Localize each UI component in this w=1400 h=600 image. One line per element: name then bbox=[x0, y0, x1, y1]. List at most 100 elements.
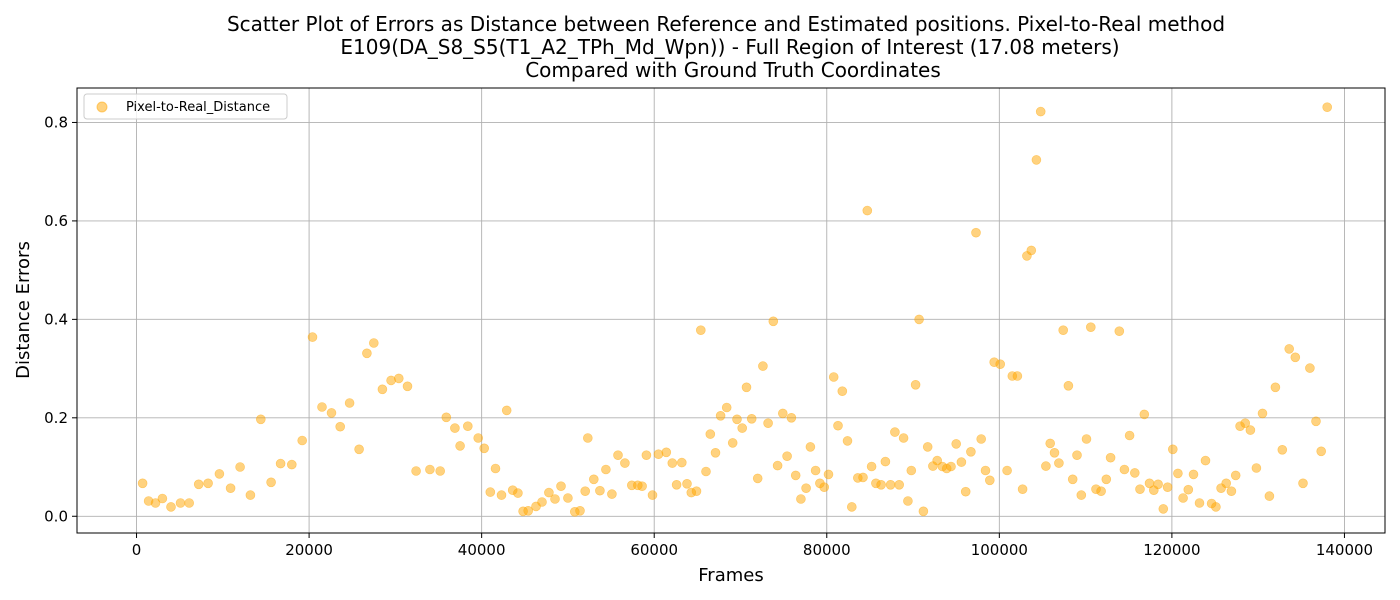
data-point bbox=[691, 486, 702, 497]
data-point bbox=[885, 479, 896, 490]
data-point bbox=[402, 381, 413, 392]
data-point bbox=[175, 498, 186, 508]
data-point bbox=[1316, 446, 1326, 457]
data-point bbox=[667, 458, 678, 468]
data-point bbox=[620, 458, 630, 468]
plot-area-frame bbox=[76, 87, 1386, 534]
data-point bbox=[918, 506, 929, 517]
data-point bbox=[556, 481, 566, 492]
data-point bbox=[903, 496, 913, 506]
data-point bbox=[1284, 344, 1294, 354]
data-point bbox=[245, 490, 256, 500]
data-point bbox=[746, 413, 757, 424]
data-point bbox=[701, 466, 711, 477]
data-point bbox=[550, 494, 560, 504]
x-tick-label: 0 bbox=[132, 541, 142, 559]
data-point bbox=[214, 469, 225, 479]
data-point bbox=[796, 494, 806, 504]
data-point bbox=[710, 447, 721, 458]
data-point bbox=[880, 456, 891, 467]
data-point bbox=[455, 441, 465, 451]
y-tick-label: 0.0 bbox=[44, 507, 68, 525]
data-point bbox=[819, 482, 830, 493]
x-tick-label: 140000 bbox=[1316, 541, 1373, 559]
data-point bbox=[828, 372, 839, 382]
data-point bbox=[479, 443, 490, 454]
x-axis-label: Frames bbox=[698, 565, 763, 586]
data-point bbox=[1257, 408, 1268, 419]
data-point bbox=[833, 420, 843, 431]
data-point bbox=[995, 359, 1006, 370]
data-point bbox=[846, 502, 857, 512]
data-point bbox=[1081, 434, 1092, 444]
y-tick-label: 0.2 bbox=[44, 409, 68, 427]
data-point bbox=[741, 382, 752, 393]
data-point bbox=[906, 465, 917, 476]
legend-label: Pixel-to-Real_Distance bbox=[126, 100, 270, 115]
data-point bbox=[255, 414, 266, 425]
data-point bbox=[1035, 106, 1046, 117]
data-point bbox=[1076, 490, 1087, 500]
data-point bbox=[1130, 468, 1140, 478]
data-point bbox=[307, 332, 318, 342]
data-point bbox=[513, 488, 523, 498]
data-point bbox=[1063, 380, 1074, 391]
data-point bbox=[922, 442, 933, 452]
data-point bbox=[166, 502, 176, 512]
data-point bbox=[1240, 418, 1250, 429]
data-point bbox=[647, 490, 658, 500]
data-point bbox=[377, 384, 388, 395]
data-point bbox=[737, 423, 748, 433]
x-tick-label: 60000 bbox=[630, 541, 678, 559]
data-point bbox=[441, 412, 452, 423]
title-line-3: Compared with Ground Truth Coordinates bbox=[525, 58, 941, 82]
data-point bbox=[462, 421, 473, 432]
data-point bbox=[1251, 463, 1262, 473]
data-point bbox=[1119, 464, 1130, 475]
data-point bbox=[297, 435, 308, 446]
data-point bbox=[607, 489, 617, 499]
data-point bbox=[810, 465, 821, 476]
data-point bbox=[613, 450, 623, 461]
data-point bbox=[275, 458, 286, 469]
data-point bbox=[137, 478, 148, 489]
data-point bbox=[1226, 486, 1237, 497]
data-point bbox=[193, 479, 204, 490]
data-point bbox=[1194, 498, 1205, 508]
data-point bbox=[425, 464, 435, 475]
x-tick-label: 20000 bbox=[285, 541, 333, 559]
data-point bbox=[1041, 461, 1051, 471]
data-point bbox=[768, 316, 779, 327]
data-point bbox=[326, 408, 337, 418]
data-point bbox=[653, 449, 664, 460]
data-point bbox=[501, 405, 512, 416]
data-point bbox=[715, 410, 726, 421]
data-point bbox=[1049, 447, 1060, 458]
data-point bbox=[951, 439, 962, 449]
data-point bbox=[1096, 486, 1106, 497]
data-point bbox=[705, 429, 716, 439]
data-point bbox=[1290, 352, 1301, 363]
data-point bbox=[496, 490, 507, 500]
data-point bbox=[752, 473, 763, 484]
data-point bbox=[772, 460, 783, 471]
data-point bbox=[344, 398, 355, 408]
legend: Pixel-to-Real_Distance bbox=[83, 93, 288, 120]
data-point bbox=[984, 475, 995, 486]
data-point bbox=[966, 446, 976, 457]
data-point bbox=[695, 325, 706, 336]
data-point bbox=[786, 412, 797, 423]
y-axis-ticks: 0.0 0.2 0.4 0.6 0.8 bbox=[44, 113, 77, 525]
data-point bbox=[473, 433, 484, 443]
data-point bbox=[1045, 438, 1055, 449]
data-point bbox=[777, 408, 788, 419]
data-point bbox=[157, 493, 168, 504]
data-point bbox=[235, 462, 245, 472]
data-point bbox=[1200, 455, 1211, 466]
title-line-2: E109(DA_S8_S5(T1_A2_TPh_Md_Wpn)) - Full … bbox=[340, 35, 1119, 59]
data-point bbox=[956, 457, 967, 467]
data-point bbox=[1067, 474, 1078, 485]
data-point bbox=[914, 314, 924, 325]
data-point bbox=[362, 348, 372, 359]
